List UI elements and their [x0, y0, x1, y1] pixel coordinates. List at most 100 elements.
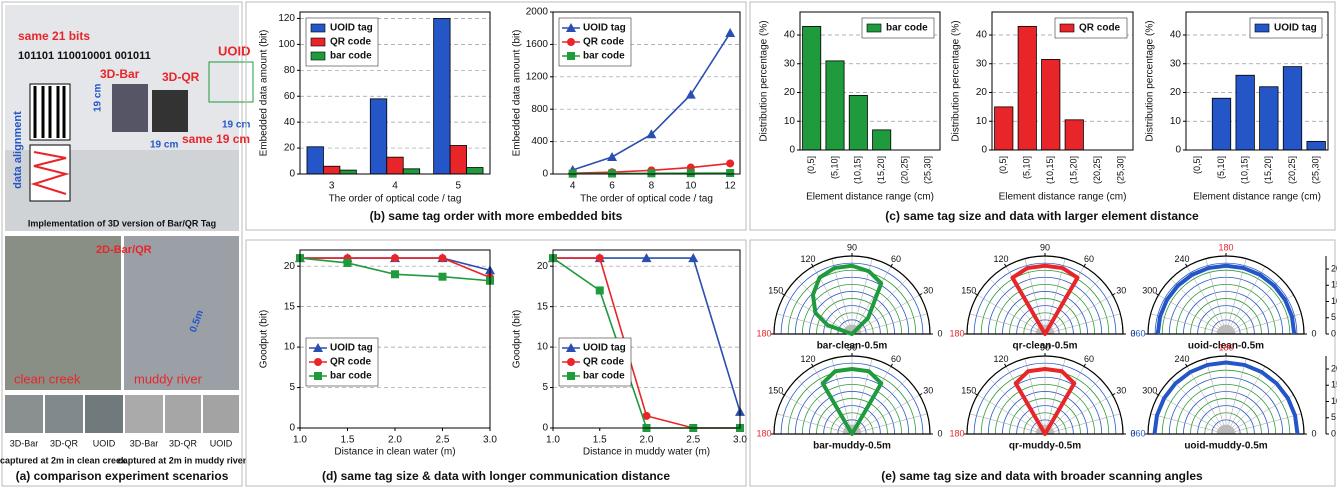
outer-arc	[966, 355, 1124, 435]
thumb	[125, 395, 163, 433]
x-tick-label: (20,25]	[1092, 156, 1102, 184]
theta-tick-label: 120	[800, 354, 815, 364]
x-tick-label: 1.5	[341, 435, 355, 446]
grid-spoke	[1053, 313, 1121, 332]
x-tick-label: 3	[329, 181, 335, 192]
thumb-label: 3D-QR	[169, 438, 198, 448]
theta-tick-label: 60	[891, 354, 901, 364]
x-tick-label: (20,25]	[1287, 156, 1297, 184]
theta-tick-label: 60	[1084, 354, 1094, 364]
y-tick-label: 100	[278, 39, 295, 50]
marker	[343, 258, 352, 267]
theta-tick-label: 150	[768, 285, 783, 295]
theta-tick-label: 30	[923, 385, 933, 395]
thumb-label: 3D-Bar	[10, 438, 39, 448]
center-cap	[1216, 324, 1236, 334]
grid-spoke	[1232, 378, 1282, 428]
legend-box	[861, 17, 935, 39]
x-tick-label: (25,30]	[1311, 156, 1321, 184]
marker	[314, 358, 322, 366]
legend-swatch	[1254, 23, 1270, 33]
theta-tick-label: 90	[847, 242, 857, 252]
plot-frame	[991, 11, 1134, 151]
grid-spoke	[989, 378, 1039, 428]
label: clean creek	[14, 371, 81, 386]
bar	[466, 167, 484, 175]
polar-title: bar-muddy-0.5m	[813, 441, 891, 452]
caption: (b) same tag order with more embedded bi…	[370, 209, 623, 223]
x-tick-label: (20,25]	[899, 156, 909, 184]
x-tick-label: (5,10]	[1022, 156, 1032, 179]
x-tick-label: (5,10]	[1216, 156, 1226, 179]
y-tick-label: 10	[784, 116, 796, 127]
marker	[595, 254, 604, 263]
x-tick-label: (15,20]	[876, 156, 886, 184]
x-tick-label: 8	[649, 181, 655, 192]
polar-title: qr-muddy-0.5m	[1009, 441, 1081, 452]
y-tick-label: 40	[284, 117, 296, 128]
x-tick-label: 2.5	[436, 435, 450, 446]
theta-tick-label: 240	[1174, 254, 1189, 264]
theta-tick-label: 30	[923, 285, 933, 295]
grid-spoke	[1052, 394, 1113, 430]
grid-spoke	[858, 378, 908, 428]
y-tick-label: 40	[976, 30, 988, 41]
marker	[314, 372, 322, 380]
y-axis-label: Embedded data amount (bit)	[259, 30, 270, 157]
bar	[802, 25, 822, 151]
grid-spoke	[977, 394, 1038, 430]
x-tick-label: 10	[685, 181, 697, 192]
y-tick-label: 5	[289, 382, 295, 393]
bar	[1064, 119, 1084, 151]
legend-swatch	[310, 23, 326, 33]
polar-line	[810, 263, 884, 336]
x-tick-label: 2.5	[686, 435, 700, 446]
legend-label: UOID tag	[583, 23, 626, 34]
polar-line	[820, 367, 884, 436]
x-tick-label: (0,5]	[998, 156, 1008, 174]
thumb	[165, 395, 201, 433]
legend-box	[1054, 17, 1128, 39]
x-tick-label: 2.0	[640, 435, 654, 446]
marker	[438, 254, 447, 263]
y-tick-label: 10	[537, 342, 549, 353]
marker	[726, 159, 735, 168]
center-cap	[1216, 424, 1236, 434]
y-tick-label: 2000	[526, 7, 549, 18]
x-tick-label: (0,5]	[806, 156, 816, 174]
tag-3d-bar	[112, 84, 148, 132]
y-tick-label: 0	[1175, 145, 1181, 156]
theta-tick-label: 240	[1174, 354, 1189, 364]
thumb-label: 3D-Bar	[130, 438, 159, 448]
polar-title: uoid-muddy-0.5m	[1184, 441, 1267, 452]
label: data alignment	[12, 111, 24, 189]
theta-tick-label: 150	[768, 385, 783, 395]
theta-tick-label: 300	[1142, 385, 1157, 395]
theta-tick	[1112, 293, 1116, 296]
r-tick-label: 0	[1331, 428, 1336, 438]
theta-tick	[1004, 363, 1007, 367]
y-tick-label: 60	[284, 91, 296, 102]
theta-tick-label: 180	[949, 428, 964, 438]
grid-spoke	[1186, 366, 1222, 427]
polar-line	[1155, 263, 1297, 335]
caption: (c) same tag size and data with larger e…	[885, 209, 1199, 223]
grid-spoke	[977, 294, 1038, 330]
theta-tick	[811, 263, 814, 267]
y-tick-label: 10	[284, 342, 296, 353]
x-axis-label: Element distance range (cm)	[1193, 192, 1321, 203]
line	[553, 257, 741, 413]
y-tick-label: 1600	[526, 39, 549, 50]
grid-spoke	[989, 278, 1039, 328]
y-tick-label: 30	[784, 58, 796, 69]
grid-spoke	[859, 294, 920, 330]
r-tick-label: 20	[1331, 363, 1337, 373]
theta-tick-label: 180	[1218, 342, 1233, 352]
polar-title: uoid-clean-0.5m	[1188, 341, 1264, 352]
marker	[438, 272, 447, 281]
bar	[1017, 25, 1037, 151]
marker	[647, 169, 656, 178]
plot-frame	[552, 11, 741, 175]
r-tick-label: 10	[1331, 396, 1337, 406]
legend-label: bar code	[330, 371, 372, 382]
